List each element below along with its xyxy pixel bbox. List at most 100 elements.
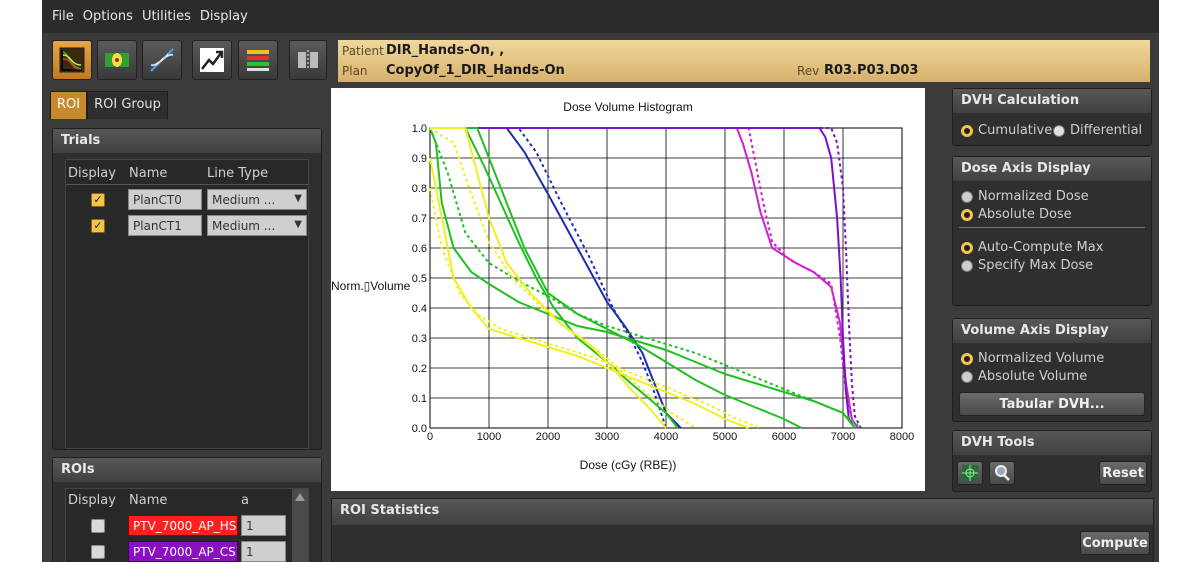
roi-scrollbar[interactable] [292, 489, 308, 562]
trials-title: Trials [53, 129, 321, 153]
scroll-up-icon[interactable] [295, 493, 305, 501]
dvh-series-line [429, 127, 697, 429]
trend-button[interactable] [192, 40, 232, 80]
compare-icon [298, 50, 318, 70]
radio-absolute-volume[interactable]: Absolute Volume [961, 369, 1087, 384]
radio-selected-icon[interactable] [961, 352, 973, 365]
rev-label: Rev [797, 64, 820, 78]
plan-label: Plan [342, 64, 368, 78]
radio-unselected-icon[interactable] [961, 370, 973, 383]
dvh-tools-panel: DVH Tools Reset [952, 430, 1152, 492]
radio-label: Differential [1070, 123, 1143, 138]
y-tick-label: 0.7 [412, 213, 427, 225]
roi-value[interactable]: 1 [241, 541, 286, 562]
radio-normalized-volume[interactable]: Normalized Volume [961, 351, 1104, 366]
radio-cumulative[interactable]: Cumulative [961, 123, 1052, 138]
reset-button[interactable]: Reset [1099, 461, 1147, 485]
line-type-value: Medium ... [212, 219, 276, 233]
y-tick-label: 0.4 [412, 303, 427, 315]
left-tabs: ROI ROI Group [50, 91, 168, 119]
radio-label: Absolute Volume [978, 369, 1088, 384]
dvh-series-line [429, 127, 862, 429]
radio-selected-icon[interactable] [961, 124, 973, 137]
y-tick-label: 0.0 [412, 423, 427, 435]
col-name: Name [129, 493, 168, 508]
dvh-series-line [429, 187, 761, 429]
dvh-series-line [429, 127, 856, 429]
dvh-series-line [430, 127, 803, 429]
header-divider [66, 184, 308, 185]
col-display: Display [68, 493, 116, 508]
dvh-tool-button[interactable] [52, 40, 92, 80]
tab-roi-group[interactable]: ROI Group [87, 91, 168, 119]
magnifier-icon [995, 465, 1010, 481]
radio-unselected-icon[interactable] [961, 259, 973, 272]
line-type-select[interactable]: Medium ... ▼ [207, 215, 307, 236]
dvh-series-line [429, 157, 749, 429]
roi-display-checkbox[interactable] [91, 519, 105, 533]
radio-unselected-icon[interactable] [1053, 124, 1065, 137]
y-tick-label: 0.8 [412, 183, 427, 195]
radio-differential[interactable]: Differential [1053, 123, 1142, 138]
col-display: Display [68, 166, 116, 181]
compute-button[interactable]: Compute [1080, 531, 1150, 555]
trials-panel: Trials Display Name Line Type ✓ PlanCT0 … [52, 128, 322, 450]
zoom-tool-button[interactable] [989, 461, 1015, 485]
radio-selected-icon[interactable] [961, 241, 973, 254]
menu-display[interactable]: Display [199, 9, 248, 24]
dvh-series-line [430, 127, 862, 429]
dvh-calc-title: DVH Calculation [953, 89, 1151, 113]
rois-panel: ROIs Display Name a PTV_7000_AP_HS70 1 P… [52, 457, 322, 562]
dvh-series-line [430, 127, 859, 429]
menu-file[interactable]: File [52, 9, 74, 24]
dose-axis-panel: Dose Axis Display Normalized Dose Absolu… [952, 156, 1152, 306]
volume-axis-title: Volume Axis Display [953, 319, 1151, 343]
beam-icon [105, 53, 129, 67]
table-button[interactable] [238, 40, 278, 80]
x-tick-label: 1000 [477, 431, 501, 443]
line-type-select[interactable]: Medium ... ▼ [207, 189, 307, 210]
trial-display-checkbox[interactable]: ✓ [91, 193, 105, 207]
radio-unselected-icon[interactable] [961, 190, 973, 203]
chart-ylabel: Norm.▯Volume [331, 279, 411, 293]
toolbar [42, 35, 337, 85]
roi-stats-title: ROI Statistics [332, 499, 1153, 525]
tab-roi[interactable]: ROI [50, 91, 88, 119]
roi-name: PTV_7000_AP_CS70 [128, 541, 238, 562]
rois-table: Display Name a PTV_7000_AP_HS70 1 PTV_70… [65, 488, 309, 562]
trial-display-checkbox[interactable]: ✓ [91, 219, 105, 233]
y-tick-label: 0.2 [412, 363, 427, 375]
volume-axis-panel: Volume Axis Display Normalized Volume Ab… [952, 318, 1152, 422]
separator [959, 227, 1145, 228]
crosshair-icon [962, 465, 978, 481]
radio-auto-compute-max[interactable]: Auto-Compute Max [961, 240, 1103, 255]
roi-statistics-panel: ROI Statistics Compute [331, 498, 1154, 562]
dvh-series-line [430, 127, 679, 429]
roi-display-checkbox[interactable] [91, 545, 105, 559]
compare-button[interactable] [289, 40, 327, 80]
radio-label: Absolute Dose [978, 207, 1072, 222]
x-tick-label: 8000 [890, 431, 914, 443]
rois-title: ROIs [53, 458, 321, 482]
radio-selected-icon[interactable] [961, 208, 973, 221]
radio-normalized-dose[interactable]: Normalized Dose [961, 189, 1089, 204]
x-tick-label: 0 [427, 431, 433, 443]
menu-utilities[interactable]: Utilities [141, 9, 191, 24]
y-tick-label: 0.5 [412, 273, 427, 285]
beam-view-button[interactable] [97, 40, 137, 80]
radio-specify-max-dose[interactable]: Specify Max Dose [961, 258, 1093, 273]
radio-absolute-dose[interactable]: Absolute Dose [961, 207, 1072, 222]
x-tick-label: 6000 [772, 431, 796, 443]
trial-name: PlanCT0 [128, 189, 202, 210]
roi-value[interactable]: 1 [241, 515, 286, 536]
menu-bar: File Options Utilities Display [42, 0, 1159, 33]
dvh-series-line [430, 127, 856, 429]
crosshair-tool-button[interactable] [957, 461, 983, 485]
dna-button[interactable] [142, 40, 182, 80]
menu-options[interactable]: Options [82, 9, 133, 24]
dvh-tools-title: DVH Tools [953, 431, 1151, 455]
dvh-calculation-panel: DVH Calculation Cumulative Differential [952, 88, 1152, 146]
col-a: a [241, 493, 249, 508]
table-icon [247, 50, 269, 71]
tabular-dvh-button[interactable]: Tabular DVH... [959, 392, 1145, 416]
